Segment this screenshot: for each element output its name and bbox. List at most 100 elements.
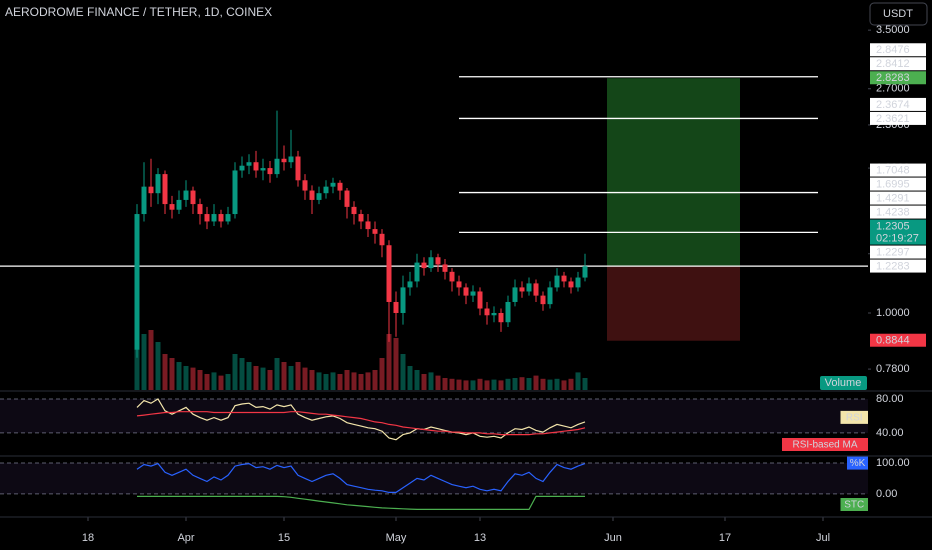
candle-body (176, 199, 182, 210)
volume-bar (449, 378, 455, 390)
volume-bar (512, 378, 518, 390)
candle-body (575, 277, 581, 288)
y-tick-label: 3.5000 (876, 24, 910, 36)
volume-label: Volume (825, 377, 862, 389)
candle-body (547, 287, 553, 305)
candle-body (379, 233, 385, 246)
currency-button[interactable] (869, 2, 928, 26)
indicator-line (137, 495, 585, 510)
volume-bar (365, 372, 371, 390)
volume-bar (526, 378, 532, 390)
candle-body (365, 221, 371, 230)
volume-bar (477, 378, 483, 390)
axis-value-box (870, 259, 926, 273)
candle-body (386, 245, 392, 302)
candle-body (267, 168, 273, 175)
candle-body (505, 301, 511, 323)
position-profit (607, 78, 740, 267)
legend-box (782, 438, 868, 451)
legend-label: RSI-based MA (792, 440, 857, 451)
candle-body (526, 283, 532, 292)
x-tick-label: Apr (177, 532, 194, 544)
volume-bar (400, 354, 406, 390)
legend-label: %K (850, 458, 866, 469)
volume-bar (183, 366, 189, 390)
axis-value-box (870, 205, 926, 219)
axis-value-label: 1.2305 (876, 220, 910, 232)
volume-bar (547, 379, 553, 390)
candle-body (288, 156, 294, 163)
candle-body (533, 283, 539, 296)
axis-value-label: 2.3621 (876, 113, 910, 125)
candle-body (519, 287, 525, 292)
candle-body (456, 281, 462, 288)
volume-bar (561, 380, 567, 390)
axis-value-label: 1.4238 (876, 206, 910, 218)
indicator-line (136, 398, 586, 441)
volume-bar (491, 379, 497, 390)
volume-bar (442, 378, 448, 390)
candle-body (316, 193, 322, 200)
volume-bar (582, 378, 588, 390)
candle-body (148, 186, 154, 194)
volume-bar (351, 372, 357, 390)
candle-body (337, 182, 343, 191)
candle-body (183, 190, 189, 200)
volume-bar (211, 372, 217, 390)
candle-body (169, 204, 175, 210)
volume-bar (428, 372, 434, 390)
volume-bar (274, 358, 280, 390)
candle-body (358, 214, 364, 222)
candle-body (323, 186, 329, 194)
volume-bar (575, 372, 581, 390)
countdown-label: 02:19:27 (876, 232, 919, 244)
axis-value-label: 2.3674 (876, 99, 910, 111)
x-tick-label: Jul (816, 532, 830, 544)
volume-bar (330, 372, 336, 390)
axis-value-label: 0.8844 (876, 335, 910, 347)
indicator-line (136, 462, 586, 493)
candle-body (225, 214, 231, 222)
volume-bar (176, 362, 182, 390)
candle-body (344, 190, 350, 207)
volume-bar (505, 378, 511, 390)
currency-label[interactable]: USDT (883, 8, 913, 20)
x-tick-label: 17 (719, 532, 731, 544)
candle-body (197, 204, 203, 215)
volume-bar (239, 358, 245, 390)
axis-value-box (870, 177, 926, 191)
volume-bar (540, 378, 546, 390)
candle-body (428, 257, 434, 269)
volume-bar (456, 379, 462, 390)
volume-bar (309, 370, 315, 390)
volume-bar (246, 362, 252, 390)
legend-box (847, 456, 868, 470)
candle-body (155, 174, 161, 194)
candle-body (463, 287, 469, 296)
volume-bar (414, 370, 420, 390)
candle-body (561, 275, 567, 282)
candle-body (204, 214, 210, 222)
x-tick-label: 18 (82, 532, 94, 544)
indicator-tick-label: 100.00 (876, 457, 910, 469)
volume-bar (218, 375, 224, 390)
x-tick-label: 15 (278, 532, 290, 544)
position-loss (607, 266, 740, 341)
candle-body (295, 156, 301, 181)
axis-value-box (870, 245, 926, 259)
volume-bar (281, 362, 287, 390)
volume-bar (519, 377, 525, 390)
volume-bar (302, 367, 308, 390)
candle-body (512, 287, 518, 302)
axis-value-label: 1.7048 (876, 164, 910, 176)
volume-bar (393, 338, 399, 390)
volume-bar (141, 334, 147, 390)
volume-bar (267, 370, 273, 390)
axis-value-label: 2.8476 (876, 44, 910, 56)
axis-value-box (870, 333, 926, 347)
volume-bar (344, 370, 350, 390)
volume-bar (288, 366, 294, 390)
volume-bar (162, 354, 168, 390)
candle-body (302, 180, 308, 191)
